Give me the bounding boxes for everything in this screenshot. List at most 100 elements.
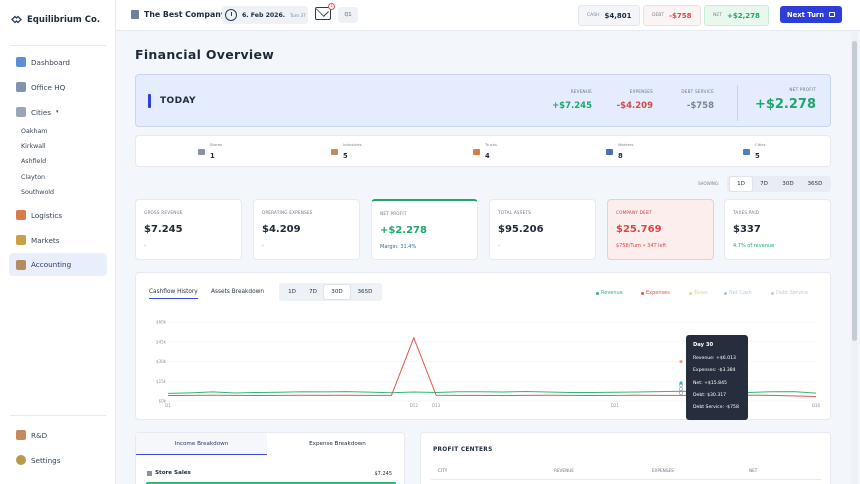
page-title: Financial Overview [135, 47, 275, 62]
tab-assets-breakdown[interactable]: Assets Breakdown [211, 289, 265, 295]
breakdown-bar [146, 482, 396, 484]
debt-service-label: DEBT SERVICE [681, 89, 714, 94]
sidebar-item-rnd[interactable]: R&D [9, 424, 107, 446]
chart-range-365d[interactable]: 365D [357, 289, 373, 295]
card-value: $95.206 [498, 224, 544, 235]
today-net-profit: NET PROFIT +$2.278 [755, 87, 816, 112]
column-city[interactable]: CITY [438, 468, 448, 473]
tooltip-revenue: Revenue: +$6.013 [693, 356, 736, 361]
range-7d[interactable]: 7D [760, 181, 768, 187]
breakdown-row-label: Store Sales [155, 470, 191, 476]
range-selector [727, 176, 831, 192]
legend-label: Debt Service [776, 290, 809, 296]
logo-icon [11, 14, 22, 25]
card-gross-revenue: GROSS REVENUE $7.245 - [135, 199, 242, 260]
legend-label: Taxes [694, 290, 708, 296]
card-net-profit: NET PROFIT +$2.278 Margin: 31.4% [371, 199, 478, 260]
tooltip-debt-service: Debt Service: -$758 [693, 405, 739, 410]
range-365d[interactable]: 365D [807, 181, 823, 187]
city-item-kirkwall[interactable]: Kirkwall [21, 143, 46, 150]
card-taxes-paid: TAXES PAID $337 4.7% of revenue [724, 199, 831, 260]
markets-icon [16, 235, 26, 245]
tab-income-breakdown[interactable]: Income Breakdown [136, 433, 267, 455]
next-turn-label: Next Turn [786, 10, 825, 19]
sidebar-item-label: Settings [31, 455, 61, 465]
breakdown-panel: Income Breakdown Expense Breakdown Store… [135, 432, 405, 484]
dashboard-icon [16, 57, 26, 67]
city-item-oakham[interactable]: Oakham [21, 128, 48, 135]
count-stores: Stores 1 [198, 142, 222, 160]
x-tick-label: D12 [410, 403, 419, 408]
hover-point-debt [679, 387, 683, 391]
column-revenue[interactable]: REVENUE [554, 468, 574, 473]
breakdown-row-value: $7.245 [374, 471, 393, 477]
legend-label: Revenue [601, 290, 623, 296]
count-label: Industries [343, 142, 362, 147]
scrollbar-thumb[interactable] [852, 41, 857, 341]
net-label: NET [713, 13, 722, 18]
sidebar-item-logistics[interactable]: Logistics [9, 204, 107, 226]
sidebar-item-accounting[interactable]: Accounting [9, 253, 107, 276]
mail-icon[interactable] [315, 7, 331, 20]
legend-taxes[interactable]: Taxes [689, 290, 708, 296]
tab-cashflow-history[interactable]: Cashflow History [149, 289, 198, 299]
city-item-clayton[interactable]: Clayton [21, 174, 46, 181]
y-tick-label: $15k [156, 379, 167, 384]
hover-point-net [679, 383, 683, 387]
sidebar-item-cities[interactable]: Cities ▾ [9, 101, 107, 123]
card-value: $337 [733, 224, 761, 235]
legend-expenses[interactable]: Expenses [641, 290, 670, 296]
chart-range-30d[interactable]: 30D [324, 285, 350, 299]
card-value: +$2.278 [380, 225, 427, 236]
sidebar-item-label: R&D [31, 430, 48, 440]
net-value: +$2,278 [726, 11, 760, 20]
sidebar-item-office-hq[interactable]: Office HQ [9, 76, 107, 98]
legend-dot [689, 291, 692, 295]
sidebar-item-dashboard[interactable]: Dashboard [9, 51, 107, 73]
cash-stat: CASH $4,801 [578, 5, 641, 26]
count-trucks: Trucks 4 [473, 142, 497, 160]
legend-revenue[interactable]: Revenue [596, 290, 623, 296]
count-label: Stores [210, 142, 223, 147]
card-total-assets: TOTAL ASSETS $95.206 - [489, 199, 596, 260]
today-expenses: EXPENSES -$4.209 [617, 89, 653, 111]
debt-stat: DEBT -$758 [643, 5, 701, 26]
showing-label: SHOWING: [698, 181, 720, 186]
chart-range-7d[interactable]: 7D [309, 289, 317, 295]
today-label: TODAY [160, 96, 196, 106]
range-1d[interactable]: 1D [730, 177, 752, 191]
tab-expense-breakdown[interactable]: Expense Breakdown [309, 441, 366, 447]
tooltip-debt: Debt: $30.317 [693, 393, 727, 398]
card-label: TAXES PAID [733, 210, 760, 215]
profit-centers-panel: PROFIT CENTERS CITY REVENUE EXPENSES NET [420, 432, 831, 484]
sidebar-item-label: Office HQ [31, 82, 66, 92]
chart-range-1d[interactable]: 1D [288, 289, 296, 295]
column-net[interactable]: NET [749, 468, 758, 473]
hover-point-expenses [679, 359, 683, 364]
store-icon [198, 149, 205, 155]
city-item-southwold[interactable]: Southwold [21, 189, 55, 196]
tooltip-net: Net: +$15.845 [693, 381, 727, 386]
accent-bar [148, 94, 151, 108]
sidebar-item-settings[interactable]: Settings [9, 449, 107, 471]
sidebar-item-markets[interactable]: Markets [9, 229, 107, 251]
x-tick-label: D1 [165, 403, 171, 408]
next-turn-button[interactable]: Next Turn [780, 6, 842, 23]
sidebar-item-label: Accounting [31, 260, 72, 269]
y-tick-label: $45k [156, 339, 167, 344]
city-item-ashfield[interactable]: Ashfield [21, 158, 47, 165]
column-expenses[interactable]: EXPENSES [652, 468, 674, 473]
cashflow-chart-panel: Cashflow History Assets Breakdown 1D 7D … [135, 272, 831, 420]
net-stat: NET +$2,278 [704, 5, 769, 26]
count-value: 1 [210, 152, 215, 160]
x-tick-label: D21 [611, 403, 620, 408]
asset-counts: Stores 1 Industries 5 Trucks 4 Workers 8… [135, 135, 831, 167]
divider [737, 85, 738, 121]
legend-net-cash[interactable]: Net Cash [724, 290, 752, 296]
chevron-down-icon: ▾ [56, 109, 59, 115]
card-sub: - [144, 243, 146, 249]
range-30d[interactable]: 30D [782, 181, 794, 187]
divider [10, 415, 106, 416]
scrollbar[interactable] [851, 31, 858, 484]
legend-debt-service[interactable]: Debt Service [771, 290, 808, 296]
